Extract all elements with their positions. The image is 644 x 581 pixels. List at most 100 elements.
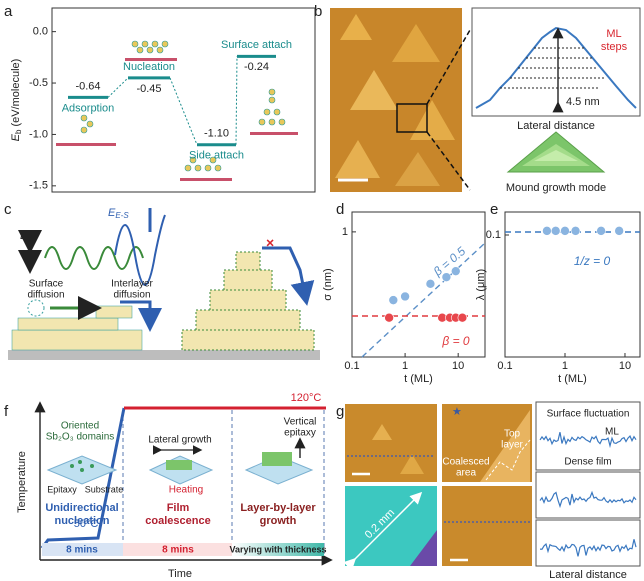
stage-label: Film — [167, 502, 190, 514]
x-axis-label: t (ML) — [558, 373, 587, 385]
duration-label: 8 mins — [66, 545, 98, 556]
diffusion-schematic: Ed EE-S Surface diffusion Interlayer dif… — [8, 207, 320, 360]
data-point — [441, 272, 452, 282]
energy-label: Ed — [20, 230, 32, 243]
axis-label: Lateral distance — [517, 120, 595, 132]
region-label: layer — [501, 440, 523, 451]
stage-label: nucleation — [54, 515, 109, 527]
x-tick-label: 1 — [402, 360, 408, 372]
ml-steps-label: ML — [606, 28, 621, 40]
axis-label: Lateral distance — [549, 569, 627, 581]
y-axis-unit: (eV/molecule) — [10, 59, 22, 127]
y-tick-label: 1 — [342, 226, 348, 238]
x-tick-label: 0.1 — [497, 360, 512, 372]
guide-line — [361, 242, 486, 358]
axis-label: Temperature — [16, 451, 28, 513]
data-point — [384, 312, 394, 323]
y-axis-label: σ (nm) — [322, 268, 334, 300]
process-label: diffusion — [27, 290, 64, 301]
level-name: Nucleation — [123, 61, 175, 73]
data-point — [388, 295, 399, 305]
y-axis-label: λ (μm) — [475, 269, 487, 300]
panel-label: g — [336, 403, 344, 420]
duration-label: 8 mins — [162, 545, 194, 556]
vertical-label: epitaxy — [284, 428, 316, 439]
height-profile: ML steps 4.5 nm Lateral distance — [471, 7, 641, 132]
x-tick-label: 10 — [619, 360, 631, 372]
region-label: Top — [504, 429, 521, 440]
process-label: Surface — [29, 279, 64, 290]
profile-line — [539, 490, 637, 509]
panel-label: c — [4, 201, 12, 218]
mound-sketch: Mound growth mode — [506, 131, 606, 194]
line-profiles: Surface fluctuation ML Dense film Latera… — [535, 401, 641, 581]
y-axis-label: Eb (eV/molecule) — [10, 59, 23, 142]
substrate-label: Substrate — [85, 484, 124, 494]
y-tick-label: -0.5 — [29, 77, 48, 89]
connector — [107, 77, 129, 98]
stage-label: Layer-by-layer — [240, 502, 316, 514]
energy-label: EE-S — [108, 207, 129, 220]
value-label: -0.45 — [136, 83, 161, 95]
x-tick-label: 10 — [452, 360, 464, 372]
temperature-label: 50°C — [74, 518, 99, 530]
heating-label: Heating — [169, 485, 203, 496]
profile-note: Surface fluctuation — [547, 409, 630, 420]
x-tick-label: 1 — [562, 360, 568, 372]
annotation: β = 0 — [441, 334, 470, 348]
data-point — [542, 226, 552, 236]
height-label: 4.5 nm — [566, 96, 600, 108]
lateral-label: Lateral growth — [148, 435, 211, 446]
stage-label: growth — [260, 515, 297, 527]
afm-image — [330, 8, 471, 192]
plot-frame — [51, 7, 316, 193]
temperature-label: 120°C — [291, 392, 322, 404]
panel-label: b — [314, 3, 322, 20]
profile-line — [539, 432, 637, 449]
y-tick-label: 0.1 — [486, 229, 501, 241]
data-point — [400, 291, 410, 302]
profile-line — [539, 539, 637, 557]
axis-label: Time — [168, 568, 192, 580]
film-images: ★ Top layer Coalesced area 0.2 mm — [343, 404, 532, 571]
panel-label: e — [490, 201, 498, 218]
epitaxy-label: Epitaxy — [47, 484, 77, 494]
profile-note: Dense film — [564, 457, 611, 468]
data-point — [570, 226, 581, 236]
region-label: area — [456, 468, 476, 479]
value-label: -1.10 — [204, 128, 229, 140]
data-point — [614, 226, 624, 236]
ml-steps-label: steps — [601, 41, 628, 53]
y-tick-label: 0.0 — [33, 26, 48, 38]
data-point — [425, 279, 436, 289]
growth-process: Temperature Time 120°C 50°C Oriented Sb₂… — [16, 392, 333, 580]
region-label: Coalesced — [442, 457, 489, 468]
y-axis-subscript: b — [14, 129, 23, 134]
blocked-mark: × — [266, 235, 274, 251]
domain-label: Oriented — [61, 421, 99, 432]
level-name: Adsorption — [62, 102, 115, 114]
annotation: 1/z = 0 — [574, 254, 611, 268]
x-tick-label: 0.1 — [344, 360, 359, 372]
x-axis-label: t (ML) — [404, 373, 433, 385]
profile-note: ML — [605, 427, 619, 438]
data-point — [457, 312, 468, 323]
process-label: Interlayer — [111, 279, 153, 290]
connector — [235, 56, 238, 145]
panel-label: f — [4, 403, 9, 420]
level-name: Side attach — [189, 150, 244, 162]
vertical-label: Vertical — [284, 417, 317, 428]
level-name: Surface attach — [221, 39, 292, 51]
plot-frame — [351, 211, 486, 358]
duration-label: Varying with thickness — [229, 544, 326, 554]
mound-label: Mound growth mode — [506, 182, 606, 194]
value-label: -0.64 — [75, 80, 100, 92]
data-point — [560, 226, 570, 236]
panel-label: a — [4, 3, 13, 20]
molecule-sketches — [56, 40, 298, 181]
marker: ★ — [452, 406, 462, 418]
value-label: -0.24 — [244, 61, 269, 73]
process-label: diffusion — [113, 290, 150, 301]
